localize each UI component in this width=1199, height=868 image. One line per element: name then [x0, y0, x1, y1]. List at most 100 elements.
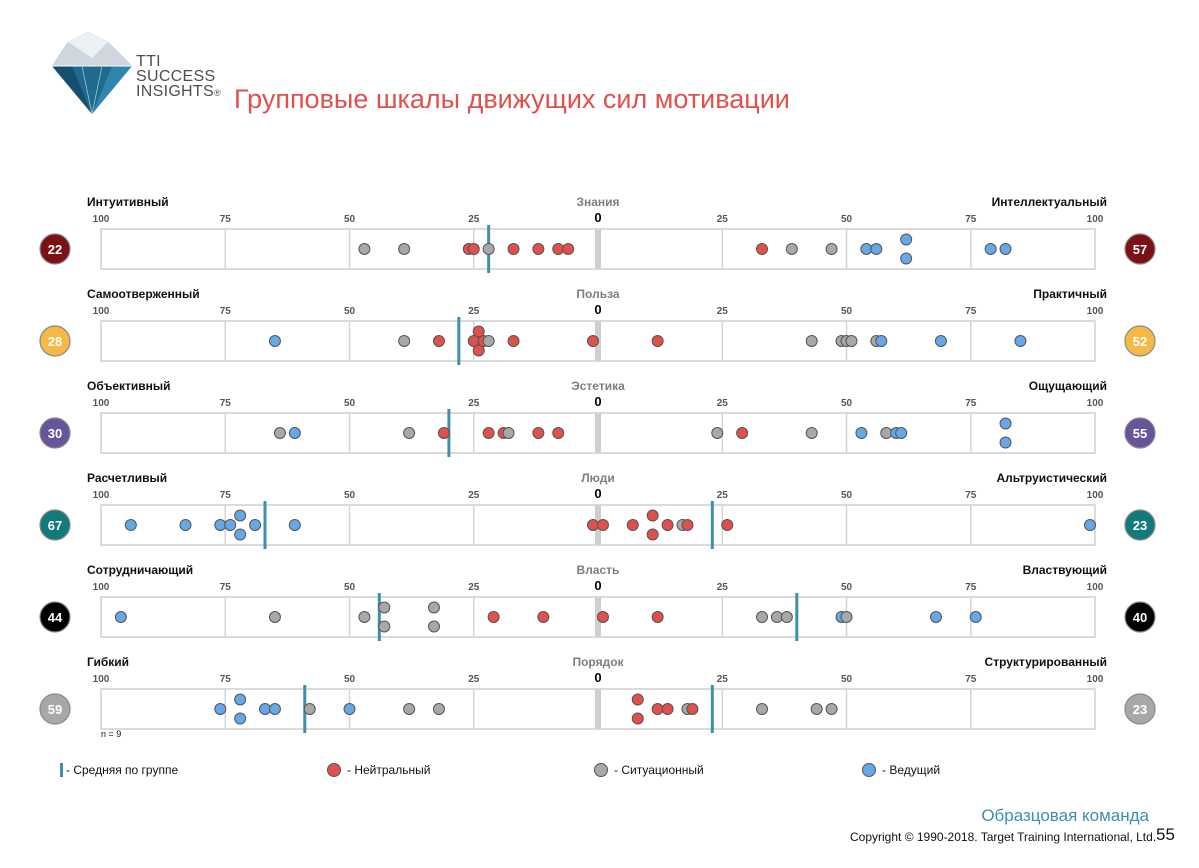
- tick-label: 75: [965, 490, 977, 501]
- group-mean-line: [710, 685, 714, 733]
- tick-label: 100: [1087, 214, 1104, 225]
- data-point: [900, 252, 913, 265]
- tick-label: 50: [841, 214, 853, 225]
- tick-label: 50: [841, 398, 853, 409]
- tick-label: 75: [965, 306, 977, 317]
- tick-label: 75: [965, 674, 977, 685]
- legend-leading-label: - Ведущий: [882, 763, 941, 777]
- data-point: [631, 693, 644, 706]
- data-point: [268, 335, 281, 347]
- tick-label-zero: 0: [594, 210, 601, 225]
- data-point: [403, 703, 416, 715]
- data-point: [587, 519, 600, 531]
- data-point: [999, 436, 1012, 449]
- data-point: [721, 519, 734, 531]
- left-score-circle-value: 22: [48, 242, 62, 257]
- scale-right-label: Интеллектуальный: [992, 195, 1107, 209]
- center-bar: [595, 689, 601, 729]
- scale-right-label: Властвующий: [1023, 563, 1107, 577]
- scale-left-label: Расчетливый: [87, 471, 167, 485]
- tick-label: 100: [93, 674, 110, 685]
- data-point: [358, 243, 371, 255]
- right-score-circle-value: 52: [1133, 334, 1147, 349]
- mean-line-icon: [60, 763, 63, 777]
- data-point: [860, 243, 873, 255]
- tick-label: 50: [344, 398, 356, 409]
- tick-label: 50: [841, 306, 853, 317]
- data-point: [681, 519, 694, 531]
- data-point: [855, 427, 868, 439]
- data-point: [427, 620, 440, 633]
- data-point: [552, 427, 565, 439]
- scale-title: Порядок: [572, 655, 624, 669]
- legend-mean-label: - Средняя по группе: [66, 763, 179, 777]
- data-point: [268, 611, 281, 623]
- data-point: [661, 519, 674, 531]
- tick-label: 25: [468, 582, 480, 593]
- data-point: [234, 693, 247, 706]
- group-mean-line: [263, 501, 267, 549]
- tick-label: 75: [965, 582, 977, 593]
- logo-wordmark: TTI SUCCESS INSIGHTS®: [136, 54, 221, 101]
- right-score-circle: [1124, 509, 1156, 541]
- tick-label: 50: [344, 582, 356, 593]
- copyright: Copyright © 1990-2018. Target Training I…: [850, 830, 1157, 844]
- data-point: [756, 611, 769, 623]
- tick-label: 25: [717, 214, 729, 225]
- data-point: [562, 243, 575, 255]
- data-point: [999, 243, 1012, 255]
- data-point: [234, 528, 247, 541]
- tick-label: 25: [468, 214, 480, 225]
- left-score-circle: [39, 693, 71, 725]
- tick-label: 50: [841, 582, 853, 593]
- tick-label: 75: [220, 398, 232, 409]
- data-point: [845, 335, 858, 347]
- data-point: [552, 243, 565, 255]
- legend-situational: - Ситуационный: [594, 763, 704, 777]
- scale-left-label: Самоотверженный: [87, 287, 200, 301]
- tick-label: 100: [93, 490, 110, 501]
- tick-label: 25: [717, 306, 729, 317]
- right-score-circle: [1124, 417, 1156, 449]
- legend-mean: - Средняя по группе: [60, 763, 178, 777]
- right-score-circle-value: 55: [1133, 426, 1147, 441]
- group-mean-line: [710, 501, 714, 549]
- data-point: [537, 611, 550, 623]
- right-score-circle-value: 57: [1133, 242, 1147, 257]
- scale-title: Власть: [577, 563, 620, 577]
- scale-title: Польза: [576, 287, 619, 301]
- scale-left-label: Интуитивный: [87, 195, 169, 209]
- data-point: [596, 611, 609, 623]
- neutral-dot-icon: [327, 763, 341, 777]
- data-point: [651, 703, 664, 715]
- right-score-circle-value: 40: [1133, 610, 1147, 625]
- data-point: [711, 427, 724, 439]
- tick-label: 100: [93, 306, 110, 317]
- scale-right-label: Структурированный: [985, 655, 1107, 669]
- logo-line-3: INSIGHTS®: [136, 83, 221, 100]
- left-score-circle: [39, 233, 71, 265]
- left-score-circle-value: 28: [48, 334, 62, 349]
- tick-label: 50: [344, 214, 356, 225]
- tick-label: 75: [220, 674, 232, 685]
- data-point: [427, 601, 440, 614]
- tick-label: 100: [1087, 674, 1104, 685]
- data-point: [482, 335, 495, 347]
- data-point: [880, 427, 893, 439]
- data-point: [651, 335, 664, 347]
- tick-label: 75: [220, 214, 232, 225]
- data-point: [249, 519, 262, 531]
- data-point: [651, 611, 664, 623]
- data-point: [587, 335, 600, 347]
- right-score-circle: [1124, 233, 1156, 265]
- tick-label: 50: [344, 306, 356, 317]
- group-mean-line: [795, 593, 799, 641]
- data-point: [825, 243, 838, 255]
- center-bar: [595, 229, 601, 269]
- data-point: [780, 611, 793, 623]
- data-point: [770, 611, 783, 623]
- data-point: [224, 519, 237, 531]
- tick-label: 50: [344, 490, 356, 501]
- data-point: [929, 611, 942, 623]
